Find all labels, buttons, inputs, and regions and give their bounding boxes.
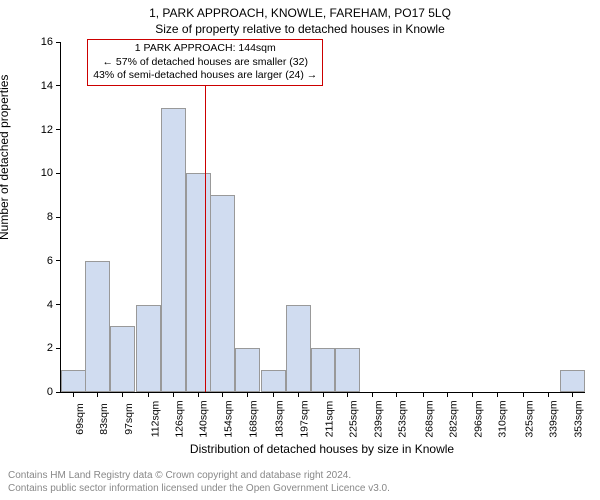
annotation-box: 1 PARK APPROACH: 144sqm← 57% of detached…: [87, 39, 323, 85]
x-tick-label: 140sqm: [198, 400, 210, 437]
x-tick-label: 325sqm: [523, 400, 535, 437]
histogram-bar: [335, 348, 360, 392]
y-tick-label: 2: [47, 342, 53, 354]
x-tick-label: 183sqm: [274, 400, 286, 437]
annotation-line: ← 57% of detached houses are smaller (32…: [93, 56, 317, 69]
histogram-bar: [61, 370, 86, 392]
y-tick-label: 12: [41, 124, 53, 136]
chart-subtitle: Size of property relative to detached ho…: [0, 22, 600, 36]
x-tick-label: 154sqm: [223, 400, 235, 437]
x-tick-label: 268sqm: [423, 400, 435, 437]
x-tick-label: 239sqm: [372, 400, 384, 437]
footer-line-1: Contains HM Land Registry data © Crown c…: [8, 470, 390, 483]
y-tick-label: 4: [47, 299, 53, 311]
x-tick-label: 282sqm: [448, 400, 460, 437]
x-tick-label: 353sqm: [573, 400, 585, 437]
histogram-bar: [311, 348, 336, 392]
y-tick-label: 0: [47, 386, 53, 398]
y-tick-label: 16: [41, 36, 53, 48]
histogram-bar: [186, 173, 211, 392]
histogram-bar: [560, 370, 585, 392]
x-tick-label: 168sqm: [247, 400, 259, 437]
x-tick-label: 211sqm: [323, 401, 335, 438]
x-tick-label: 197sqm: [298, 400, 310, 437]
histogram-bar: [235, 348, 260, 392]
x-tick-label: 225sqm: [348, 400, 360, 437]
y-axis-label: Number of detached properties: [0, 75, 11, 240]
histogram-bar: [110, 326, 135, 392]
x-tick-label: 112sqm: [149, 401, 161, 438]
y-tick-label: 10: [41, 167, 53, 179]
chart-plot-area: 024681012141669sqm83sqm97sqm112sqm126sqm…: [60, 42, 585, 393]
x-tick-label: 126sqm: [174, 400, 186, 437]
histogram-bar: [136, 305, 161, 393]
histogram-bar: [286, 305, 311, 393]
annotation-line: 1 PARK APPROACH: 144sqm: [93, 42, 317, 55]
x-tick-label: 97sqm: [123, 403, 135, 435]
x-tick-label: 310sqm: [497, 400, 509, 437]
reference-line: [205, 86, 206, 392]
histogram-bar: [161, 108, 186, 392]
x-tick-label: 253sqm: [397, 400, 409, 437]
x-tick-label: 296sqm: [472, 400, 484, 437]
x-axis-label: Distribution of detached houses by size …: [60, 442, 584, 456]
histogram-bar: [261, 370, 286, 392]
histogram-bar: [210, 195, 235, 392]
histogram-bar: [85, 261, 110, 392]
y-tick-label: 14: [41, 80, 53, 92]
page-title: 1, PARK APPROACH, KNOWLE, FAREHAM, PO17 …: [0, 6, 600, 20]
y-tick-label: 6: [47, 255, 53, 267]
x-tick-label: 69sqm: [73, 403, 85, 435]
y-tick-label: 8: [47, 211, 53, 223]
footer-line-2: Contains public sector information licen…: [8, 483, 390, 496]
annotation-line: 43% of semi-detached houses are larger (…: [93, 69, 317, 82]
x-tick-label: 83sqm: [98, 403, 110, 435]
footer-attribution: Contains HM Land Registry data © Crown c…: [8, 470, 390, 496]
x-tick-label: 339sqm: [548, 400, 560, 437]
